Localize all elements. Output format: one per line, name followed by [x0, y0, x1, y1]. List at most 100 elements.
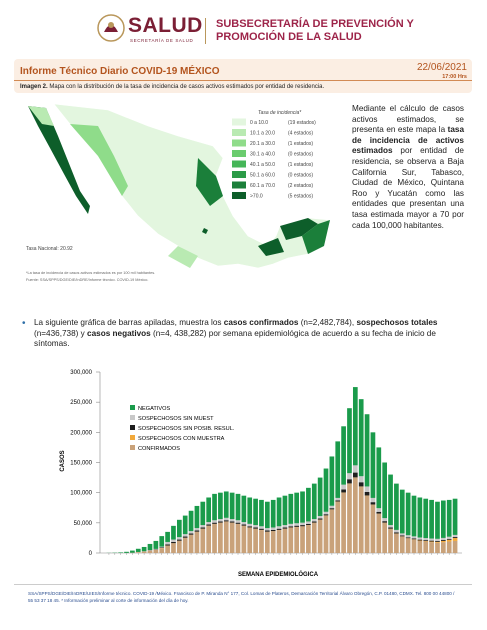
- bar-segment: [241, 495, 247, 523]
- bar-segment: [335, 501, 341, 553]
- bar-segment: [165, 544, 170, 546]
- bar-segment: [247, 497, 253, 524]
- bar-segment: [247, 526, 253, 528]
- bar-segment: [399, 536, 405, 553]
- guerrero: [168, 246, 198, 268]
- bar-segment: [247, 523, 253, 527]
- legend-count: (0 estados): [288, 172, 313, 178]
- bar-segment: [253, 498, 258, 526]
- bar-segment: [358, 486, 364, 553]
- bar-segment: [135, 548, 141, 552]
- bar-segment: [294, 525, 300, 527]
- bar-segment: [212, 524, 217, 553]
- bar-segment: [411, 536, 417, 539]
- text-segment: Mediante el cálculo de casos activos est…: [352, 104, 464, 135]
- bar-segment: [429, 538, 434, 541]
- logo-subtitle: SECRETARÍA DE SALUD: [130, 38, 194, 43]
- bar-segment: [176, 539, 182, 541]
- bar-segment: [294, 527, 300, 553]
- bar-segment: [347, 483, 352, 553]
- bar-segment: [329, 509, 335, 553]
- bar-segment: [241, 525, 247, 553]
- bar-segment: [270, 527, 276, 530]
- bar-segment: [182, 536, 188, 538]
- legend-count: (19 estados): [288, 120, 316, 126]
- bar-segment: [141, 546, 147, 552]
- bar-segment: [440, 500, 446, 538]
- bar-segment: [405, 537, 411, 539]
- bar-segment: [335, 497, 341, 501]
- bar-segment: [212, 493, 217, 521]
- baja-california: [28, 106, 54, 126]
- bar-segment: [294, 492, 300, 524]
- caption-text: Mapa con la distribución de la tasa de i…: [49, 84, 325, 90]
- bar-segment: [411, 539, 417, 553]
- nuevo-leon: [196, 158, 223, 206]
- bar-segment: [153, 548, 159, 550]
- bar-segment: [194, 505, 200, 529]
- bar-segment: [382, 521, 388, 523]
- bar-segment: [176, 540, 182, 553]
- report-time: 17:00 Hrs: [442, 74, 467, 80]
- bar-segment: [317, 518, 323, 520]
- logo-text: SALUD: [128, 14, 203, 37]
- bar-segment: [270, 531, 276, 553]
- y-tick-label: 50,000: [74, 521, 93, 527]
- bar-segment: [276, 530, 282, 553]
- bar-segment: [218, 519, 223, 522]
- bar-segment: [182, 515, 188, 535]
- bar-segment: [300, 526, 305, 553]
- separator: [205, 18, 206, 44]
- bar-segment: [294, 523, 300, 526]
- footer-rule: [14, 584, 472, 585]
- bar-segment: [223, 491, 229, 518]
- sinaloa-sonora: [70, 124, 128, 196]
- bar-segment: [223, 517, 229, 521]
- bar-segment: [253, 525, 258, 528]
- bar-segment: [347, 479, 352, 484]
- bar-segment: [388, 525, 393, 528]
- bar-segment: [264, 528, 270, 531]
- bar-segment: [159, 548, 165, 553]
- legend-count: (5 estados): [288, 193, 313, 199]
- bar-segment: [423, 538, 429, 541]
- bar-segment: [440, 540, 446, 543]
- bar-segment: [376, 511, 382, 514]
- bar-segment: [182, 537, 188, 553]
- y-tick-label: 0: [89, 551, 93, 557]
- legend-count: (0 estados): [288, 151, 313, 157]
- bar-segment: [188, 533, 194, 535]
- bar-segment: [282, 527, 288, 529]
- bar-segment: [417, 537, 423, 540]
- bar-segment: [399, 489, 405, 534]
- bar-segment: [206, 522, 212, 525]
- legend-swatch: [130, 405, 135, 410]
- legend-swatch: [232, 192, 246, 199]
- y-tick-label: 250,000: [70, 400, 92, 406]
- bar-segment: [165, 541, 170, 545]
- bar-segment: [446, 539, 452, 542]
- bar-segment: [264, 501, 270, 529]
- legend-label: SOSPECHOSOS SIN POSIB. RESUL.: [138, 426, 235, 432]
- tabasco: [258, 238, 284, 256]
- bar-segment: [358, 482, 364, 487]
- bar-segment: [171, 539, 176, 542]
- bar-segment: [429, 542, 434, 553]
- bar-segment: [200, 525, 206, 528]
- bar-segment: [352, 477, 358, 553]
- legend-range: 10.1 a 20.0: [250, 130, 275, 136]
- legend-swatch: [130, 435, 135, 440]
- y-tick-label: 300,000: [70, 370, 92, 376]
- bar-segment: [212, 522, 217, 524]
- bar-segment: [399, 535, 405, 537]
- legend-range: 0 a 10.0: [250, 120, 268, 126]
- bar-segment: [435, 501, 440, 539]
- y-tick-label: 150,000: [70, 461, 92, 467]
- legend-range: 40.1 a 50.0: [250, 162, 275, 168]
- bar-segment: [446, 541, 452, 553]
- legend-range: 30.1 a 40.0: [250, 151, 275, 157]
- bar-segment: [405, 538, 411, 553]
- bar-segment: [435, 538, 440, 541]
- y-tick-label: 100,000: [70, 491, 92, 497]
- bar-segment: [206, 497, 212, 523]
